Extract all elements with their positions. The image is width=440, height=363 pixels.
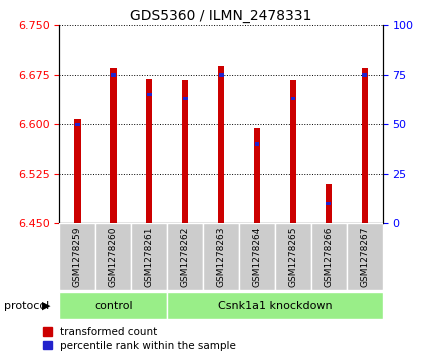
Bar [110,68,117,223]
Bar [275,223,311,290]
Text: GSM1278263: GSM1278263 [216,227,226,287]
Legend: transformed count, percentile rank within the sample: transformed count, percentile rank withi… [43,327,236,351]
Bar [59,292,167,319]
Bar [290,80,296,223]
Bar [290,97,295,100]
Bar [255,142,260,146]
Bar [147,93,152,96]
Bar [167,292,383,319]
Bar [219,73,224,77]
Text: GSM1278265: GSM1278265 [289,227,297,287]
Bar [326,202,331,205]
Bar [111,73,116,77]
Bar [183,97,187,100]
Title: GDS5360 / ILMN_2478331: GDS5360 / ILMN_2478331 [130,9,312,23]
Bar [254,128,260,223]
Bar [239,223,275,290]
Text: ▶: ▶ [42,301,50,311]
Bar [182,80,188,223]
Bar [75,123,80,126]
Bar [59,223,95,290]
Text: GSM1278266: GSM1278266 [324,227,334,287]
Bar [311,223,347,290]
Bar [363,73,367,77]
Bar [362,68,368,223]
Text: GSM1278264: GSM1278264 [253,227,261,287]
Bar [74,119,81,223]
Text: Csnk1a1 knockdown: Csnk1a1 knockdown [218,301,332,311]
Text: GSM1278267: GSM1278267 [360,227,369,287]
Text: GSM1278259: GSM1278259 [73,227,82,287]
Bar [95,223,131,290]
Text: GSM1278260: GSM1278260 [109,227,118,287]
Bar [131,223,167,290]
Bar [203,223,239,290]
Text: control: control [94,301,132,311]
Text: GSM1278262: GSM1278262 [181,227,190,287]
Bar [218,66,224,223]
Text: protocol: protocol [4,301,50,311]
Bar [146,79,153,223]
Text: GSM1278261: GSM1278261 [145,227,154,287]
Bar [167,223,203,290]
Bar [347,223,383,290]
Bar [326,184,332,223]
